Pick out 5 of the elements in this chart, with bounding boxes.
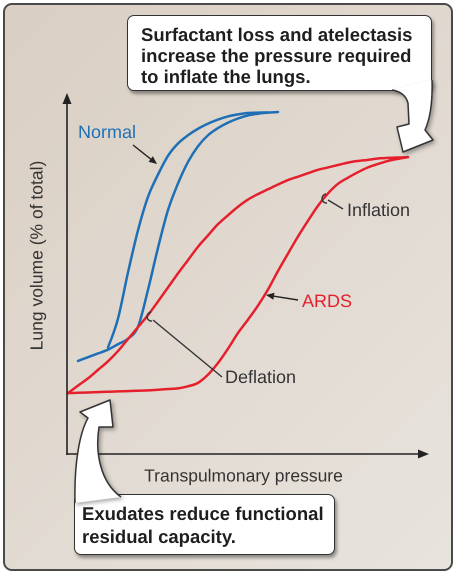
text: Exudates reduce functional residual capacity. (81, 502, 325, 548)
y-axis-title: Lung volume (% of total) (26, 160, 46, 350)
text: Surfactant loss and atelectasis increase the pressure required to inflate the lungs. (140, 23, 414, 88)
series-label: Normal (78, 122, 136, 142)
x-axis-title: Transpulmonary pressure (144, 466, 343, 486)
